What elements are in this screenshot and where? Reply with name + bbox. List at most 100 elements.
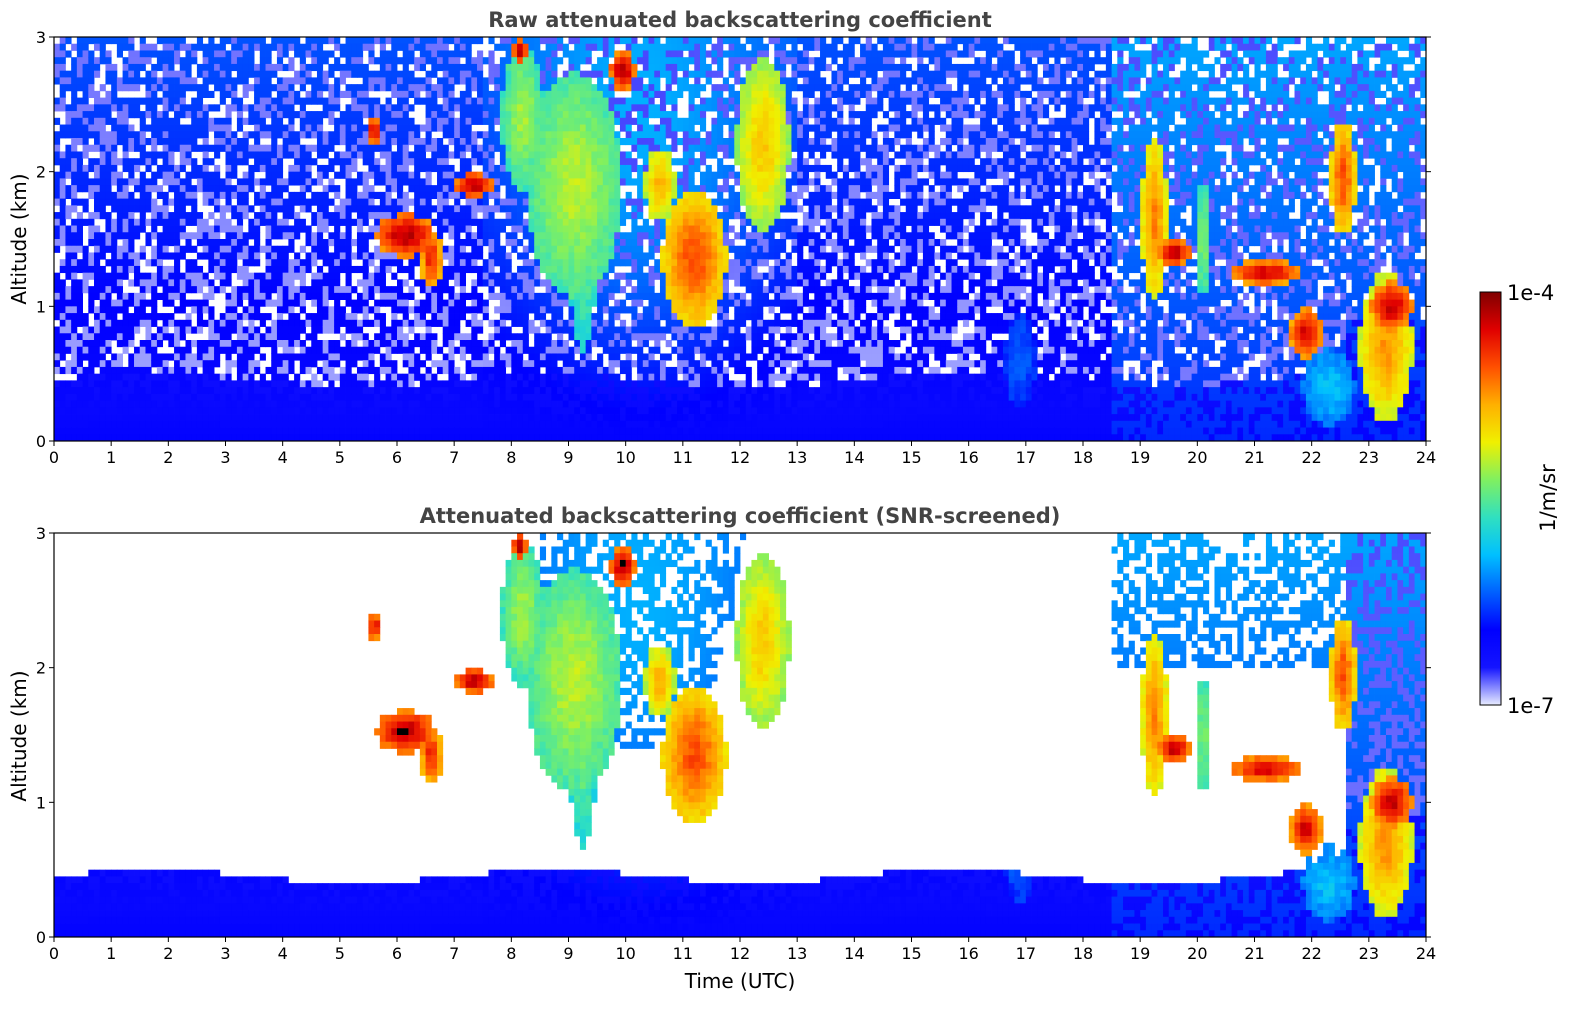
heatmap-cell xyxy=(482,158,489,166)
heatmap-cell xyxy=(54,245,61,253)
heatmap-cell xyxy=(168,400,175,408)
heatmap-cell xyxy=(419,434,426,442)
heatmap-cell xyxy=(528,212,535,220)
heatmap-cell xyxy=(431,138,438,146)
heatmap-cell xyxy=(419,151,426,159)
heatmap-cell xyxy=(334,259,341,267)
heatmap-cell xyxy=(139,191,146,199)
heatmap-cell xyxy=(551,299,558,307)
heatmap-cell xyxy=(122,185,129,193)
heatmap-cell xyxy=(271,380,278,388)
heatmap-cell xyxy=(465,198,472,206)
heatmap-cell xyxy=(105,400,112,408)
heatmap-cell xyxy=(511,57,518,65)
heatmap-cell xyxy=(214,151,221,159)
heatmap-cell xyxy=(574,144,581,152)
heatmap-cell xyxy=(471,333,478,341)
heatmap-cell xyxy=(71,164,78,173)
heatmap-cell xyxy=(174,360,181,368)
heatmap-cell xyxy=(242,333,249,341)
heatmap-cell xyxy=(225,360,232,368)
heatmap-cell xyxy=(419,400,426,408)
heatmap-cell xyxy=(597,326,604,334)
heatmap-cell xyxy=(214,340,221,348)
heatmap-cell xyxy=(276,393,284,401)
heatmap-cell xyxy=(488,346,495,354)
heatmap-cell xyxy=(494,70,501,78)
heatmap-cell xyxy=(477,171,484,179)
heatmap-cell xyxy=(339,346,346,354)
heatmap-cell xyxy=(242,131,249,139)
heatmap-cell xyxy=(294,151,301,159)
heatmap-cell xyxy=(105,292,112,300)
heatmap-cell xyxy=(591,400,598,408)
heatmap-cell xyxy=(602,84,609,92)
heatmap-cell xyxy=(465,225,472,233)
heatmap-cell xyxy=(231,131,238,139)
heatmap-cell xyxy=(499,299,507,307)
heatmap-cell xyxy=(402,420,409,428)
heatmap-cell xyxy=(494,353,501,361)
heatmap-cell xyxy=(174,205,181,213)
heatmap-cell xyxy=(299,144,306,152)
heatmap-cell xyxy=(448,292,455,300)
heatmap-cell xyxy=(494,414,501,422)
heatmap-cell xyxy=(431,265,438,274)
heatmap-cell xyxy=(122,84,129,92)
heatmap-cell xyxy=(379,427,386,435)
heatmap-cell xyxy=(597,272,604,280)
heatmap-cell xyxy=(597,151,604,159)
heatmap-cell xyxy=(597,333,604,341)
heatmap-cell xyxy=(425,185,432,193)
heatmap-cell xyxy=(448,387,455,395)
heatmap-cell xyxy=(385,252,392,260)
heatmap-cell xyxy=(151,292,158,300)
heatmap-cell xyxy=(271,164,278,173)
heatmap-cell xyxy=(511,70,518,78)
heatmap-cell xyxy=(202,346,209,354)
heatmap-cell xyxy=(236,144,244,152)
heatmap-cell xyxy=(545,50,552,58)
heatmap-cell xyxy=(196,144,204,152)
heatmap-cell xyxy=(276,299,284,307)
heatmap-cell xyxy=(528,77,535,85)
heatmap-cell xyxy=(562,420,569,428)
heatmap-cell xyxy=(134,360,141,368)
heatmap-cell xyxy=(362,138,369,146)
heatmap-cell xyxy=(151,198,158,206)
heatmap-cell xyxy=(379,138,386,146)
heatmap-cell xyxy=(288,191,295,199)
heatmap-cell xyxy=(122,239,129,247)
heatmap-cell xyxy=(259,185,266,193)
heatmap-cell xyxy=(568,346,575,354)
heatmap-cell xyxy=(574,400,581,408)
heatmap-cell xyxy=(499,319,507,327)
heatmap-cell xyxy=(299,185,306,193)
heatmap-cell xyxy=(116,171,123,179)
heatmap-cell xyxy=(282,353,289,361)
heatmap-cell xyxy=(534,218,541,226)
heatmap-cell xyxy=(185,265,192,274)
heatmap-cell xyxy=(134,232,141,240)
heatmap-cell xyxy=(437,57,444,65)
heatmap-cell xyxy=(448,407,455,415)
heatmap-cell xyxy=(499,407,507,415)
heatmap-cell xyxy=(282,434,289,442)
heatmap-cell xyxy=(105,387,112,395)
heatmap-cell xyxy=(76,420,83,428)
heatmap-cell xyxy=(59,97,66,105)
heatmap-cell xyxy=(99,232,106,240)
heatmap-cell xyxy=(316,70,324,78)
heatmap-cell xyxy=(316,84,324,92)
heatmap-cell xyxy=(568,286,575,294)
heatmap-cell xyxy=(408,218,415,226)
heatmap-cell xyxy=(94,434,101,442)
heatmap-cell xyxy=(482,313,489,321)
heatmap-cell xyxy=(162,158,169,166)
heatmap-cell xyxy=(459,164,466,173)
heatmap-cell xyxy=(116,265,123,274)
heatmap-cell xyxy=(488,185,495,193)
heatmap-cell xyxy=(185,151,192,159)
heatmap-cell xyxy=(322,77,329,85)
heatmap-cell xyxy=(425,37,432,45)
